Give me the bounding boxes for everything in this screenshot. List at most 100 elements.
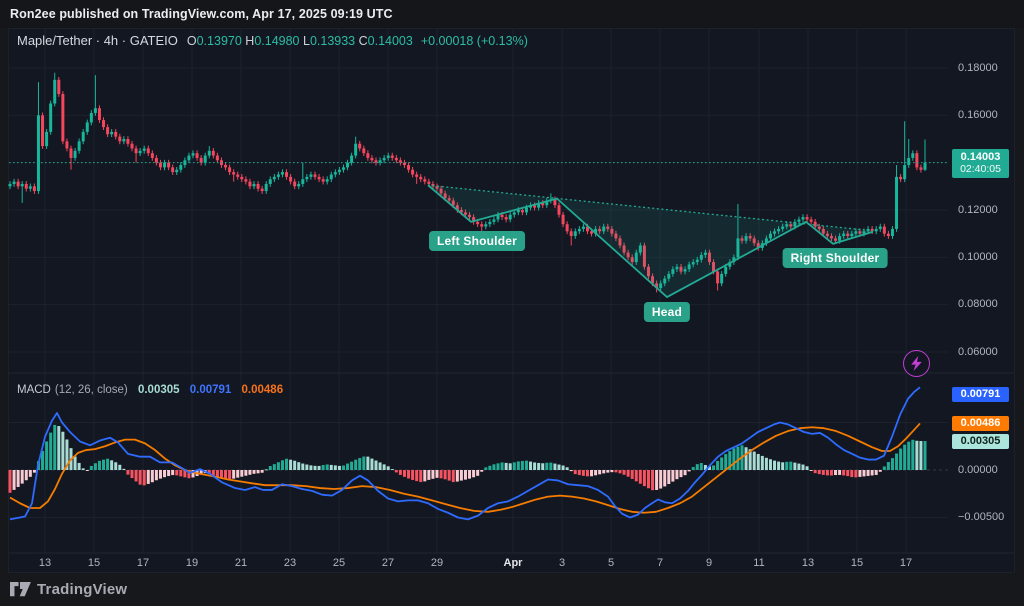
macd-histogram-bar — [207, 470, 211, 475]
candle — [472, 214, 476, 225]
time-axis-label: 3 — [558, 557, 566, 569]
macd-legend[interactable]: MACD (12, 26, close) 0.00305 0.00791 0.00… — [17, 384, 283, 396]
lightning-button[interactable] — [903, 350, 930, 377]
macd-signal-line — [9, 422, 921, 514]
macd-histogram-bar — [903, 444, 907, 470]
candle — [260, 185, 264, 194]
macd-histogram-bar — [813, 470, 817, 474]
candle — [12, 178, 16, 187]
macd-axis-label: 0.00000 — [958, 463, 998, 476]
macd-histogram-bar — [691, 467, 695, 470]
open-label: O — [186, 34, 197, 48]
time-axis-label: 15 — [850, 557, 864, 569]
candle — [407, 162, 411, 173]
macd-histogram-bar — [642, 470, 646, 487]
candle — [146, 145, 150, 157]
macd-histogram-bar — [41, 450, 45, 470]
candle — [813, 218, 817, 230]
macd-histogram-bar — [443, 470, 447, 480]
low-value: 0.13933 — [309, 34, 356, 48]
macd-histogram-bar — [77, 462, 81, 470]
macd-axis-label: −0.00500 — [958, 511, 1005, 523]
candle — [638, 242, 642, 256]
macd-histogram-bar — [199, 470, 203, 475]
candle — [614, 230, 618, 242]
macd-value-badge: 0.00486 — [952, 416, 1009, 432]
macd-value-badge: 0.00791 — [952, 387, 1009, 403]
candle — [341, 164, 345, 173]
candle — [854, 228, 858, 237]
candle — [398, 157, 402, 166]
macd-histogram-bar — [102, 459, 106, 470]
candle — [20, 181, 24, 203]
candle — [842, 230, 846, 239]
candle — [240, 174, 244, 183]
macd-histogram-bar — [289, 459, 293, 470]
macd-histogram-bar — [350, 461, 354, 470]
macd-histogram-bar — [20, 470, 24, 484]
candle — [386, 152, 390, 161]
candle — [268, 176, 272, 187]
time-axis-label: 15 — [87, 557, 101, 569]
macd-histogram-bar — [215, 470, 219, 477]
macd-histogram-bar — [451, 470, 455, 483]
candle — [740, 235, 744, 244]
macd-histogram-bar — [158, 470, 162, 479]
close-value: 0.14003 — [367, 34, 413, 48]
pattern-neckline[interactable] — [427, 184, 874, 232]
macd-histogram-bar — [427, 470, 431, 480]
candle — [821, 226, 825, 237]
candle — [703, 249, 707, 258]
macd-histogram-bar — [240, 470, 244, 477]
candle — [106, 124, 110, 138]
time-axis[interactable]: 13 15 17 19 21 23 25 27 29 Apr 3 5 7 9 11 13 15 17 — [8, 553, 1015, 573]
macd-main-line — [9, 386, 921, 521]
macd-histogram-bar — [398, 470, 402, 475]
macd-histogram-bar — [219, 470, 223, 478]
macd-histogram-bar — [382, 464, 386, 470]
symbol-legend[interactable]: Maple/Tether · 4h · GATEIO O0.13970 H0.14… — [17, 33, 528, 49]
candle — [716, 268, 720, 291]
candle — [179, 162, 183, 173]
macd-histogram-bar — [890, 458, 894, 470]
macd-histogram-bar — [232, 470, 236, 479]
candle — [435, 183, 439, 192]
candle — [187, 152, 191, 164]
candle — [329, 171, 333, 183]
candle — [85, 119, 89, 135]
macd-histogram-bar — [895, 453, 899, 470]
watermark-text: TradingView — [37, 581, 128, 598]
candle — [602, 223, 606, 235]
macd-histogram-bar — [663, 470, 667, 487]
macd-histogram-bar — [854, 470, 858, 478]
macd-histogram-bar — [150, 470, 154, 483]
macd-histogram-bar — [329, 464, 333, 470]
macd-histogram-bar — [504, 462, 508, 470]
price-axis[interactable]: 0.18000 0.16000 0.12000 0.10000 0.08000 0.060… — [948, 28, 1015, 553]
macd-histogram-bar — [423, 470, 427, 482]
macd-histogram-bar — [907, 441, 911, 470]
macd-histogram-bar — [703, 464, 707, 470]
macd-histogram-bar — [297, 462, 301, 470]
candle — [297, 181, 301, 190]
candle — [744, 233, 748, 244]
tradingview-watermark[interactable]: TradingView — [10, 581, 127, 598]
macd-params: (12, 26, close) — [54, 384, 128, 396]
macd-histogram-bar — [866, 470, 870, 476]
pattern-label-right-shoulder[interactable]: Right Shoulder — [782, 248, 888, 268]
macd-histogram-bar — [455, 470, 459, 482]
candle — [447, 195, 451, 204]
attribution-text: Ron2ee published on TradingView.com, Apr… — [10, 7, 393, 21]
pattern-label-head[interactable]: Head — [643, 302, 691, 322]
candle — [89, 110, 93, 126]
macd-histogram-bar — [337, 465, 341, 470]
pattern-label-left-shoulder[interactable]: Left Shoulder — [429, 231, 525, 251]
candle — [756, 240, 760, 251]
macd-histogram-bar — [280, 460, 284, 470]
pattern-outline[interactable] — [427, 184, 874, 298]
macd-histogram-bar — [712, 465, 716, 470]
macd-histogram-bar — [655, 470, 659, 490]
macd-histogram-bar — [411, 470, 415, 480]
macd-histogram-bar — [545, 462, 549, 470]
